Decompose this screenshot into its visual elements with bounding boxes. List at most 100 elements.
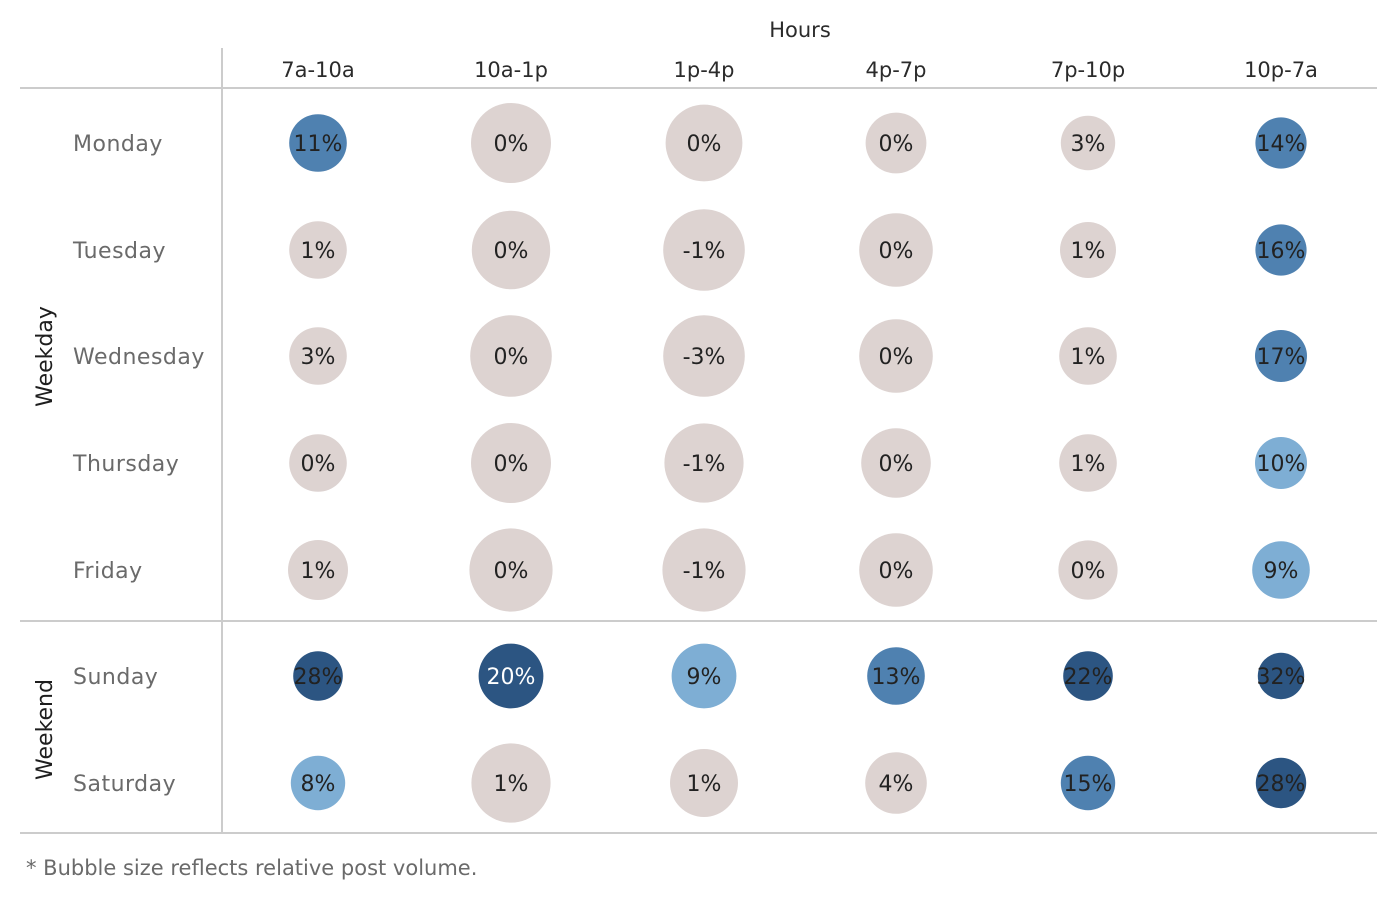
row-label: Tuesday <box>72 239 166 264</box>
bubble <box>478 643 544 709</box>
row-label: Sunday <box>73 665 158 690</box>
bubble-label: 1% <box>1071 452 1106 477</box>
bubble-label: 0% <box>494 452 529 477</box>
bubble-label: 28% <box>1257 772 1306 797</box>
column-header: 7a-10a <box>281 58 354 82</box>
bubble <box>1255 224 1307 276</box>
bubble <box>469 528 553 612</box>
bubble-label: 0% <box>879 239 914 264</box>
bubble <box>1257 652 1305 700</box>
bubble-label: 0% <box>301 452 336 477</box>
bubbles: 11% 0% 0% 0% 3% 14% 1% 0% -1% 0% 1% 16% 3% 0% -3% 0% 1% 1… <box>288 103 1310 823</box>
bubble <box>865 112 927 174</box>
bubble-label: 4% <box>879 772 914 797</box>
row-label: Wednesday <box>73 345 205 370</box>
bubble <box>1060 222 1116 278</box>
column-headers: 7a-10a 10a-1p 1p-4p 4p-7p 7p-10p 10p-7a <box>281 58 1318 82</box>
bubble <box>288 540 348 600</box>
bubble-label: 1% <box>687 772 722 797</box>
bubble-label: 1% <box>1071 345 1106 370</box>
bubble-label: 15% <box>1064 772 1113 797</box>
bubble-label: 22% <box>1064 665 1113 690</box>
bubble <box>1255 330 1307 382</box>
row-label: Monday <box>73 132 163 157</box>
bubble <box>665 104 743 182</box>
bubble-label: 8% <box>301 772 336 797</box>
column-header: 10a-1p <box>474 58 548 82</box>
bubble <box>859 213 933 287</box>
bubble <box>471 743 551 823</box>
row-label: Thursday <box>72 452 179 477</box>
group-label: Weekday <box>33 306 58 407</box>
footnote: * Bubble size reflects relative post vol… <box>26 856 477 880</box>
bubble <box>1059 434 1117 492</box>
bubble <box>293 651 343 701</box>
column-header: 4p-7p <box>866 58 927 82</box>
bubble <box>865 752 927 814</box>
bubble <box>664 423 744 503</box>
bubble-label: 17% <box>1257 345 1306 370</box>
bubble <box>670 749 738 817</box>
bubble-label: 1% <box>301 239 336 264</box>
bubble-label: 0% <box>879 132 914 157</box>
row-label: Saturday <box>73 772 176 797</box>
bubble-label: 3% <box>301 345 336 370</box>
bubble <box>861 428 931 498</box>
bubble-label: 0% <box>879 345 914 370</box>
bubble-label: 1% <box>494 772 529 797</box>
bubble <box>1063 651 1113 701</box>
bubble <box>662 528 746 612</box>
row-label: Friday <box>73 559 143 584</box>
column-axis-title: Hours <box>769 18 831 42</box>
bubble <box>867 647 925 705</box>
bubble <box>1059 327 1117 385</box>
bubble <box>471 423 551 503</box>
bubble-label: 0% <box>494 132 529 157</box>
bubble <box>859 533 933 607</box>
bubble <box>471 210 551 290</box>
bubble-label: 0% <box>879 452 914 477</box>
bubble-label: -1% <box>683 452 726 477</box>
bubble <box>1060 115 1116 171</box>
bubble <box>1252 541 1310 599</box>
bubble <box>289 114 347 172</box>
bubble-label: 0% <box>494 345 529 370</box>
bubble <box>859 319 933 393</box>
bubble <box>1058 540 1118 600</box>
bubble <box>289 434 347 492</box>
group-labels: Weekday Weekend <box>33 306 58 780</box>
row-labels: Monday Tuesday Wednesday Thursday Friday Sund… <box>72 132 205 797</box>
bubble-label: 0% <box>687 132 722 157</box>
bubble-label: 0% <box>879 559 914 584</box>
bubble-label: 1% <box>1071 239 1106 264</box>
bubble-label: 13% <box>872 665 921 690</box>
bubble-label: 1% <box>301 559 336 584</box>
bubble-label: 14% <box>1257 132 1306 157</box>
bubble <box>289 327 347 385</box>
bubble <box>663 315 745 397</box>
bubble <box>671 643 737 709</box>
bubble-label: 20% <box>487 665 536 690</box>
bubble <box>290 755 346 811</box>
bubble-label: 0% <box>1071 559 1106 584</box>
bubble-label: 0% <box>494 239 529 264</box>
bubble-label: 28% <box>294 665 343 690</box>
bubble <box>663 209 745 291</box>
bubble <box>1255 757 1307 809</box>
bubble-label: -1% <box>683 559 726 584</box>
column-header: 1p-4p <box>674 58 735 82</box>
bubble <box>1255 437 1307 489</box>
bubble <box>470 315 552 397</box>
group-label: Weekend <box>33 679 58 780</box>
bubble-label: -1% <box>683 239 726 264</box>
column-header: 7p-10p <box>1051 58 1125 82</box>
bubble-label: -3% <box>683 345 726 370</box>
bubble-label: 0% <box>494 559 529 584</box>
bubble-label: 16% <box>1257 239 1306 264</box>
column-header: 10p-7a <box>1244 58 1318 82</box>
bubble <box>1060 755 1116 811</box>
bubble-label: 10% <box>1257 452 1306 477</box>
bubble <box>289 221 347 279</box>
bubble-label: 3% <box>1071 132 1106 157</box>
